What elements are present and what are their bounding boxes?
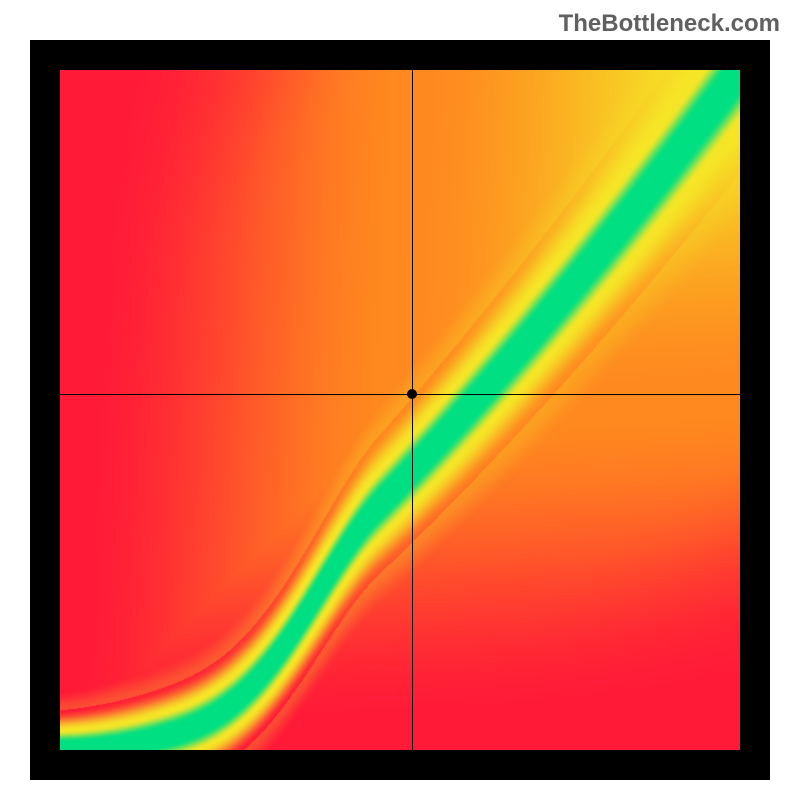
chart-container: TheBottleneck.com [0, 0, 800, 800]
plot-area [60, 70, 740, 750]
crosshair-horizontal [60, 394, 740, 395]
crosshair-vertical [412, 70, 413, 750]
marker-dot [407, 389, 417, 399]
heatmap-canvas [60, 70, 740, 750]
watermark-text: TheBottleneck.com [559, 10, 780, 38]
chart-frame [30, 40, 770, 780]
